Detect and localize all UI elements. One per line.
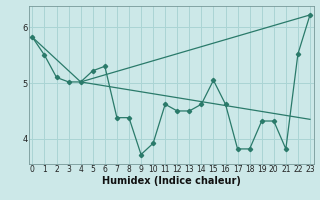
X-axis label: Humidex (Indice chaleur): Humidex (Indice chaleur) [102, 176, 241, 186]
